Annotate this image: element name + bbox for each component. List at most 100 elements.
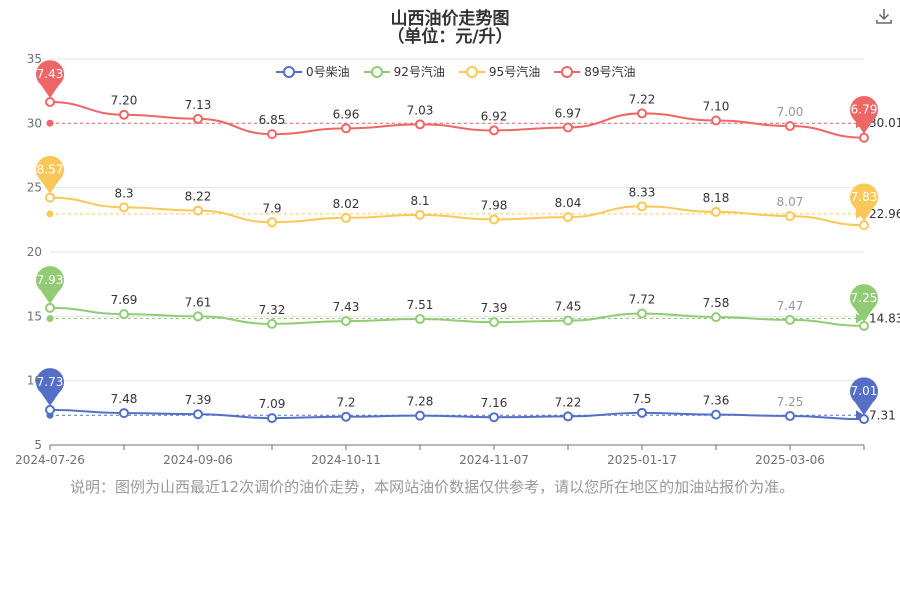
average-arrow — [856, 410, 864, 421]
data-point — [785, 211, 795, 222]
chart-title: 山西油价走势图 — [390, 9, 510, 29]
min-marker — [850, 183, 878, 222]
data-point — [341, 123, 351, 134]
data-point — [119, 309, 129, 320]
data-point — [637, 108, 647, 119]
y-tick-label: 20 — [27, 245, 42, 259]
min-marker — [850, 284, 878, 322]
average-arrow — [856, 313, 864, 324]
data-point — [341, 411, 351, 422]
data-label: 8.02 — [333, 197, 360, 211]
max-marker-label: 7.73 — [37, 375, 64, 389]
data-label: 7.61 — [185, 295, 212, 309]
data-point — [563, 122, 573, 133]
data-label: 7.20 — [111, 94, 138, 108]
data-point — [341, 316, 351, 327]
data-point — [415, 119, 425, 130]
data-label: 7.72 — [629, 293, 656, 307]
data-point — [45, 192, 55, 203]
data-label: 8.22 — [185, 190, 212, 204]
series-line — [49, 306, 865, 327]
x-tick-label: 2024-11-07 — [459, 453, 529, 467]
legend-item[interactable]: 95号汽油 — [458, 63, 540, 80]
footnote: 说明：图例为山西最近12次调价的油价走势，本网站油价数据仅供参考，请以您所在地区… — [70, 478, 795, 496]
data-point — [341, 212, 351, 223]
y-tick-label: 15 — [27, 309, 42, 323]
data-label: 7.32 — [259, 303, 286, 317]
legend-item[interactable]: 92号汽油 — [363, 63, 445, 80]
data-point — [267, 318, 277, 329]
data-point — [711, 409, 721, 420]
data-point — [267, 413, 277, 424]
data-point — [267, 217, 277, 228]
series-line — [49, 196, 865, 227]
data-point — [45, 96, 55, 107]
data-label: 6.97 — [555, 106, 582, 120]
data-label: 7.09 — [259, 397, 286, 411]
data-point — [711, 312, 721, 323]
legend-item[interactable]: 89号汽油 — [554, 63, 635, 80]
data-label: 7.47 — [777, 299, 804, 313]
series-2: 22.96 8.3 8.22 7.9 8.02 8.1 7.98 8.04 8.33 8.18 8.… — [36, 155, 900, 231]
data-point — [267, 129, 277, 140]
min-marker-label: 6.79 — [851, 103, 878, 117]
data-point — [859, 320, 869, 331]
data-label: 8.1 — [410, 194, 429, 208]
data-point — [489, 125, 499, 136]
x-tick-label: 2024-09-06 — [163, 453, 233, 467]
data-label: 7.13 — [185, 98, 212, 112]
x-tick-label: 2024-10-11 — [311, 453, 381, 467]
data-point — [193, 113, 203, 124]
min-marker — [850, 377, 878, 416]
data-label: 6.85 — [259, 113, 286, 127]
data-point — [415, 410, 425, 421]
min-marker-label: 7.01 — [851, 384, 878, 398]
data-label: 7.00 — [777, 105, 804, 119]
max-marker — [36, 155, 64, 194]
data-label: 7.98 — [481, 198, 508, 212]
series-1: 14.83 7.69 7.61 7.32 7.43 7.51 7.39 7.45 7.72 7.5… — [36, 266, 900, 331]
data-label: 7.48 — [111, 392, 138, 406]
data-point — [119, 202, 129, 213]
y-tick-label: 5 — [34, 438, 42, 452]
data-point — [193, 205, 203, 216]
average-start-dot — [46, 210, 54, 218]
data-point — [119, 109, 129, 120]
data-label: 6.96 — [333, 107, 360, 121]
data-label: 8.04 — [555, 196, 582, 210]
data-point — [563, 411, 573, 422]
legend-label: 92号汽油 — [393, 65, 445, 79]
data-point — [415, 314, 425, 325]
x-tick-label: 2025-03-06 — [755, 453, 825, 467]
y-tick-label: 35 — [27, 52, 42, 66]
legend-symbol-icon — [276, 65, 302, 78]
average-label: 7.31 — [869, 408, 896, 422]
data-label: 7.39 — [481, 301, 508, 315]
legend-symbol-icon — [458, 65, 485, 78]
max-marker-label: 8.57 — [37, 163, 64, 177]
chart-subtitle: （单位：元/升） — [387, 27, 513, 47]
data-label: 7.43 — [333, 300, 360, 314]
data-point — [637, 407, 647, 418]
series-line — [49, 100, 865, 139]
data-label: 7.69 — [111, 293, 138, 307]
max-marker-label: 7.43 — [37, 67, 64, 81]
legend-label: 89号汽油 — [584, 65, 636, 79]
legend: 0号柴油 92号汽油 95号汽油 89号汽油 — [276, 63, 635, 80]
data-point — [785, 411, 795, 422]
data-label: 8.18 — [703, 191, 730, 205]
data-point — [637, 308, 647, 319]
data-label: 7.2 — [336, 396, 355, 410]
data-label: 7.10 — [703, 100, 730, 114]
average-label: 14.83 — [869, 312, 900, 326]
average-label: 22.96 — [869, 207, 900, 221]
download-icon[interactable] — [874, 6, 894, 26]
data-label: 7.16 — [481, 396, 508, 410]
legend-item[interactable]: 0号柴油 — [276, 63, 350, 80]
data-point — [489, 214, 499, 225]
data-point — [193, 409, 203, 420]
data-point — [637, 201, 647, 212]
data-point — [859, 414, 869, 425]
max-marker — [36, 368, 65, 406]
y-tick-label: 25 — [27, 181, 42, 195]
